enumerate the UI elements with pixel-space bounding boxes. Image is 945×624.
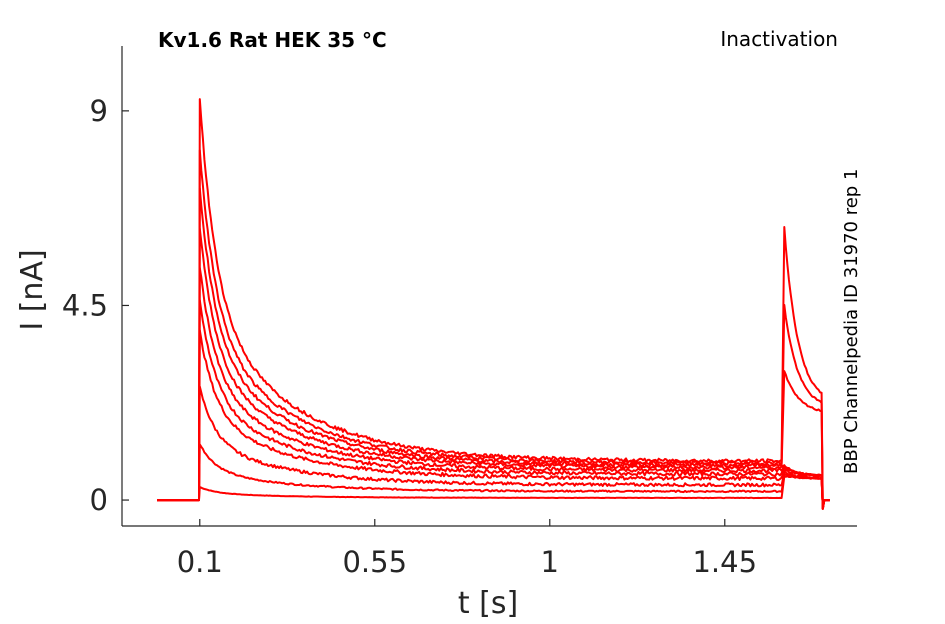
current-trace-10 [157,98,830,510]
y-axis-label: I [nA] [15,249,50,330]
traces-group [157,98,830,510]
current-trace-6 [157,266,830,510]
x-ticks: 0.1 0.55 1 1.45 [177,519,757,579]
current-trace-4 [157,329,830,510]
current-trace-5 [157,299,830,510]
protocol-label: Inactivation [720,27,838,51]
current-trace-1 [157,475,830,510]
current-trace-2 [157,443,830,510]
y-ticks: 04.59 [62,94,129,517]
y-tick-label: 4.5 [62,288,108,322]
x-tick-label: 0.55 [342,545,407,579]
x-tick-label: 1.45 [692,545,757,579]
chart-title: Kv1.6 Rat HEK 35 °C [158,28,387,52]
current-trace-9 [157,149,830,510]
current-trace-3 [157,385,830,510]
x-axis-label: t [s] [458,586,518,621]
x-tick-label: 0.1 [177,545,223,579]
x-tick-label: 1 [541,545,559,579]
y-tick-label: 9 [90,94,108,128]
source-label: BBP Channelpedia ID 31970 rep 1 [841,169,862,474]
y-tick-label: 0 [90,483,108,517]
